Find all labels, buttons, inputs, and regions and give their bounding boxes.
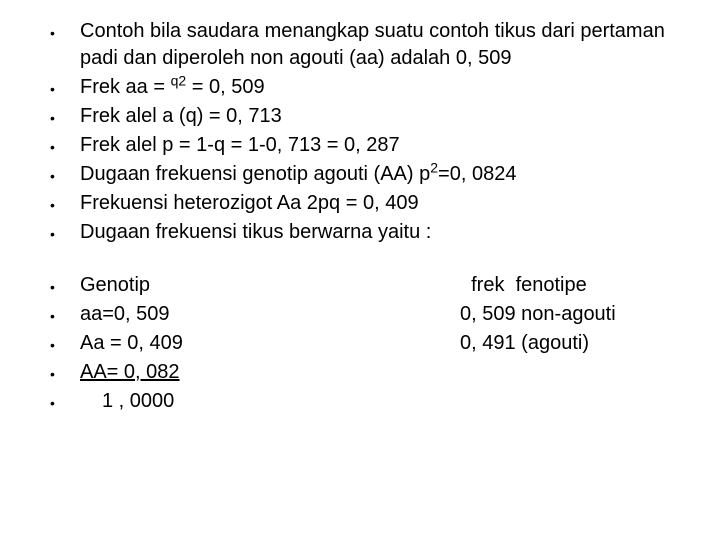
table-header-right: frek fenotipe — [460, 272, 690, 299]
table-cell-right — [460, 359, 690, 386]
bullet-item: • Frek alel a (q) = 0, 713 — [50, 103, 690, 130]
superscript: q2 — [171, 72, 187, 88]
table-row: aa=0, 509 0, 509 non-agouti — [80, 301, 690, 328]
bullet-text: Frek alel p = 1-q = 1-0, 713 = 0, 287 — [80, 132, 690, 159]
text-pre: Frek aa = — [80, 76, 171, 98]
bullet-item: • Dugaan frekuensi tikus berwarna yaitu … — [50, 219, 690, 246]
bullet-marker: • — [50, 359, 80, 384]
bullet-marker: • — [50, 103, 80, 128]
bullet-marker: • — [50, 190, 80, 215]
bullet-marker: • — [50, 74, 80, 99]
bullet-item: • Dugaan frekuensi genotip agouti (AA) p… — [50, 161, 690, 188]
bullet-marker: • — [50, 161, 80, 186]
bullet-marker: • — [50, 301, 80, 326]
bullet-marker: • — [50, 272, 80, 297]
bullet-item: • Frek alel p = 1-q = 1-0, 713 = 0, 287 — [50, 132, 690, 159]
bullet-item: • 1 , 0000 — [50, 388, 690, 415]
bullet-text: Frekuensi heterozigot Aa 2pq = 0, 409 — [80, 190, 690, 217]
bullet-text: Frek alel a (q) = 0, 713 — [80, 103, 690, 130]
table-cell-right: 0, 509 non-agouti — [460, 301, 690, 328]
bullet-item: • Frek aa = q2 = 0, 509 — [50, 74, 690, 101]
bullet-text: Dugaan frekuensi tikus berwarna yaitu : — [80, 219, 690, 246]
table-cell-left: 1 , 0000 — [80, 388, 174, 415]
bullet-item: • Frekuensi heterozigot Aa 2pq = 0, 409 — [50, 190, 690, 217]
bullet-marker: • — [50, 219, 80, 244]
table-header-row: Genotip frek fenotipe — [80, 272, 690, 299]
table-cell-left: Aa = 0, 409 — [80, 330, 183, 357]
table-row: Aa = 0, 409 0, 491 (agouti) — [80, 330, 690, 357]
superscript: 2 — [430, 159, 438, 175]
bullet-text: Contoh bila saudara menangkap suatu cont… — [80, 18, 690, 72]
bullet-item: • Contoh bila saudara menangkap suatu co… — [50, 18, 690, 72]
bullet-marker: • — [50, 18, 80, 43]
table-cell-left: aa=0, 509 — [80, 301, 170, 328]
bullet-marker: • — [50, 132, 80, 157]
text-pre: Dugaan frekuensi genotip agouti (AA) p — [80, 163, 430, 185]
table-row: 1 , 0000 — [80, 388, 690, 415]
bullet-text: Frek aa = q2 = 0, 509 — [80, 74, 690, 101]
table-cell-right — [460, 388, 690, 415]
bullet-marker: • — [50, 330, 80, 355]
table-cell-right: 0, 491 (agouti) — [460, 330, 690, 357]
bullet-item: • Aa = 0, 409 0, 491 (agouti) — [50, 330, 690, 357]
slide: • Contoh bila saudara menangkap suatu co… — [0, 0, 720, 540]
table-cell-left: AA= 0, 082 — [80, 359, 180, 386]
spacer — [50, 248, 690, 272]
bullet-marker: • — [50, 388, 80, 413]
bullet-item: • AA= 0, 082 — [50, 359, 690, 386]
table-row: AA= 0, 082 — [80, 359, 690, 386]
bullet-item: • Genotip frek fenotipe — [50, 272, 690, 299]
bullet-item: • aa=0, 509 0, 509 non-agouti — [50, 301, 690, 328]
text-mid: = 0, 509 — [186, 76, 264, 98]
table-header-left: Genotip — [80, 272, 150, 299]
bullet-text: Dugaan frekuensi genotip agouti (AA) p2=… — [80, 161, 690, 188]
text-mid: =0, 0824 — [438, 163, 516, 185]
